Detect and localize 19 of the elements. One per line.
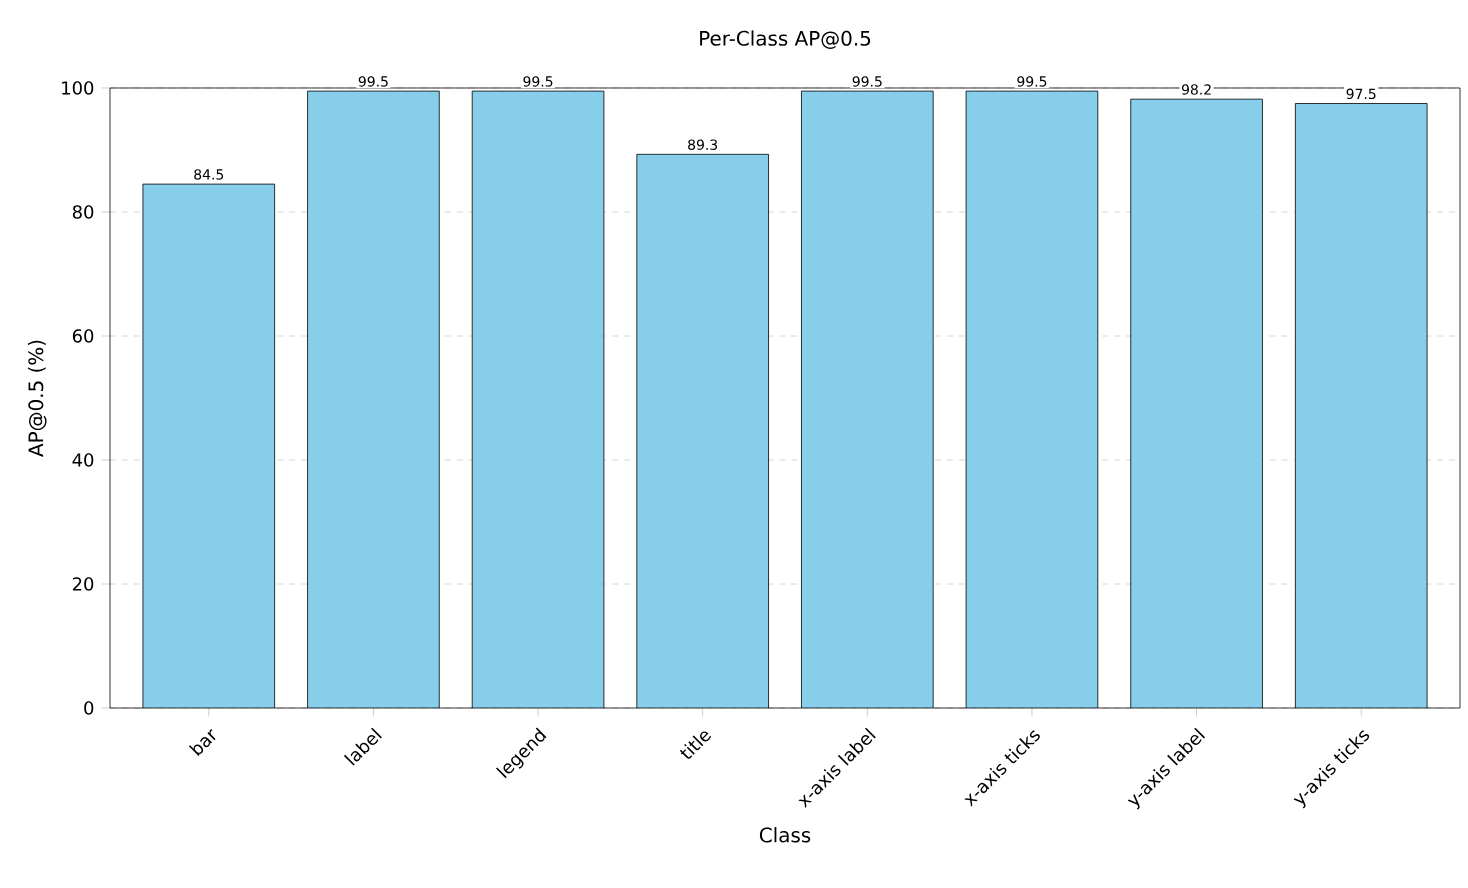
y-axis-title: AP@0.5 (%) <box>27 340 47 457</box>
y-tick-label: 20 <box>72 577 94 591</box>
bar <box>801 91 934 708</box>
bar <box>636 154 769 708</box>
y-tick-label: 0 <box>84 701 94 715</box>
bar <box>142 184 275 708</box>
x-axis-title: Class <box>759 827 811 843</box>
y-tick-label: 80 <box>72 205 94 219</box>
bar <box>966 91 1098 708</box>
bar <box>472 91 604 708</box>
chart-title: Per-Class AP@0.5 <box>700 30 871 49</box>
y-tick-label: 40 <box>72 453 94 467</box>
y-tick-label: 60 <box>72 329 94 343</box>
bar <box>1130 99 1263 708</box>
bar <box>1294 103 1428 708</box>
x-tick-label: bar <box>188 729 216 756</box>
bar <box>307 91 440 708</box>
y-tick-label: 100 <box>62 81 94 95</box>
x-tick-label: title <box>679 731 712 759</box>
